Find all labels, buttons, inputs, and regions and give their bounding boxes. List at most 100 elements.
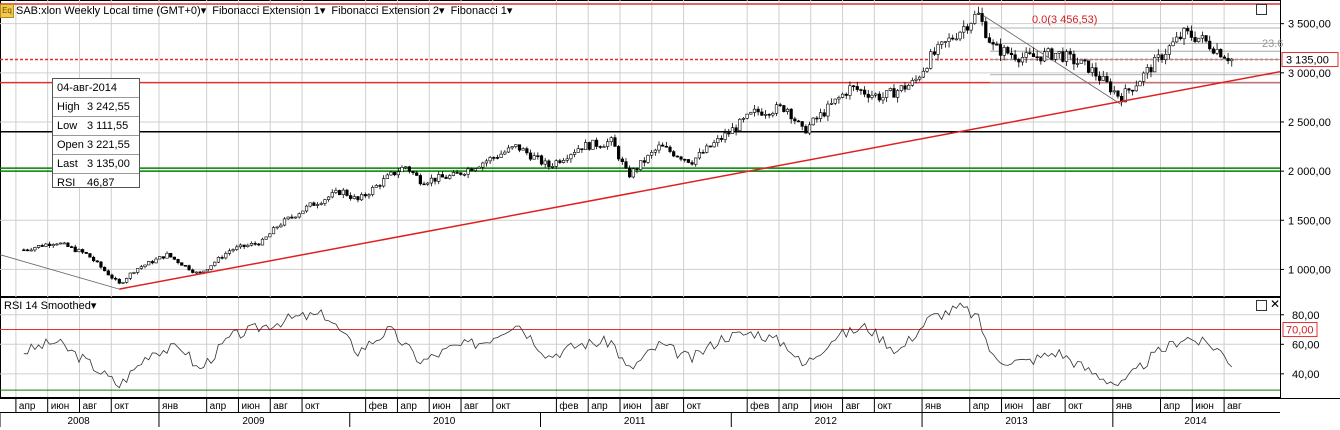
candle-body [738, 118, 742, 132]
fib-ext2-menu[interactable]: Fibonacci Extension 2▾ [331, 4, 445, 17]
candle-body [785, 108, 790, 112]
price-axis-label: 2 500,00 [1288, 117, 1331, 129]
chart-type-icon[interactable]: Eq [0, 4, 14, 18]
candle-body [88, 253, 92, 258]
info-row-open: Open 3 221,55 [53, 136, 139, 155]
candle-body [510, 146, 514, 149]
trendline [119, 70, 1281, 290]
candle-body [866, 93, 870, 98]
candle-body [1215, 48, 1219, 54]
month-label: апр [210, 401, 227, 412]
candle-body [202, 270, 206, 273]
candle-body [103, 266, 107, 272]
candle-body [701, 152, 705, 154]
candle-body [121, 282, 125, 284]
candle-body [617, 146, 621, 160]
candle-body [947, 37, 951, 42]
fibonacci-anchor-line [977, 11, 1121, 105]
month-label: июн [1005, 401, 1024, 412]
price-axis-label: 1 500,00 [1288, 215, 1331, 227]
candle-body [1042, 51, 1047, 62]
month-label: янв [162, 401, 178, 412]
close-rsi-panel-button[interactable]: ✕ [1270, 297, 1281, 311]
candle-body [132, 272, 136, 274]
candle-body [216, 257, 221, 263]
fib-ext1-menu[interactable]: Fibonacci Extension 1▾ [212, 4, 326, 17]
candle-body [198, 271, 202, 274]
candle-body [921, 70, 925, 78]
candle-body [499, 153, 503, 158]
candle-body [664, 145, 668, 148]
candle-body [231, 249, 235, 252]
fib-level-label: 23.6 [1262, 38, 1283, 50]
candle-body [932, 51, 936, 55]
maximize-price-panel-button[interactable] [1256, 4, 1267, 15]
month-label: июн [623, 401, 642, 412]
rsi-axis-label: 60,00 [1292, 339, 1320, 351]
candle-body [965, 26, 970, 31]
candle-body [224, 253, 228, 259]
candle-body [389, 171, 393, 176]
month-label: авг [655, 401, 670, 412]
candle-body [455, 172, 459, 174]
info-row-rsi: RSI 46,87 [53, 174, 139, 192]
chart-header: SAB:xlon Weekly Local time (GMT+0)▾ Fibo… [16, 3, 518, 17]
candle-body [110, 274, 114, 279]
candle-body [470, 168, 474, 171]
candle-body [139, 266, 143, 269]
rsi-axis-label: 80,00 [1292, 310, 1320, 322]
fib1-menu[interactable]: Fibonacci 1▾ [450, 4, 513, 17]
candle-body [1112, 90, 1116, 93]
candle-body [730, 127, 735, 134]
candle-body [822, 112, 826, 117]
candle-body [609, 137, 613, 143]
candle-body [227, 250, 232, 254]
candle-body [393, 171, 397, 176]
candle-body [36, 245, 41, 248]
candle-body [631, 168, 635, 178]
candle-body [308, 202, 312, 207]
candle-body [1006, 47, 1010, 54]
symbol-menu[interactable]: SAB:xlon Weekly Local time (GMT+0)▾ [16, 4, 207, 17]
rsi-series [23, 302, 1233, 389]
candle-body [668, 146, 672, 152]
candle-body [1138, 81, 1142, 87]
candle-body [539, 155, 544, 165]
candle-body [506, 147, 511, 153]
price-axis-label: 3 500,00 [1288, 19, 1331, 31]
rsi-level-box [1282, 322, 1318, 338]
candle-body [1031, 53, 1036, 57]
candle-body [749, 112, 753, 115]
candle-body [396, 171, 400, 176]
candle-body [286, 216, 290, 220]
candle-body [818, 112, 823, 119]
candle-body [484, 160, 489, 164]
year-label: 2013 [1005, 416, 1028, 427]
candle-body [1193, 37, 1197, 42]
candle-body [998, 44, 1003, 56]
candle-body [1230, 58, 1234, 62]
candle-body [246, 244, 250, 247]
candle-body [789, 108, 793, 120]
candle-body [275, 226, 279, 229]
candle-body [301, 210, 305, 215]
candle-body [980, 13, 984, 22]
candle-body [532, 155, 536, 160]
candle-body [991, 42, 995, 45]
candle-body [657, 144, 661, 151]
fibonacci-lines [0, 11, 1280, 290]
horizontal-levels [0, 3, 1280, 391]
candle-body [25, 249, 30, 252]
rsi-title-menu[interactable]: RSI 14 Smoothed▾ [4, 300, 97, 312]
candle-body [907, 85, 911, 90]
candle-body [705, 145, 709, 153]
month-label: июн [241, 401, 260, 412]
maximize-rsi-panel-button[interactable] [1256, 300, 1267, 311]
candle-body [558, 160, 562, 163]
candle-body [238, 244, 243, 248]
candle-body [914, 78, 918, 81]
candle-body [125, 278, 129, 283]
candle-body [279, 224, 283, 228]
